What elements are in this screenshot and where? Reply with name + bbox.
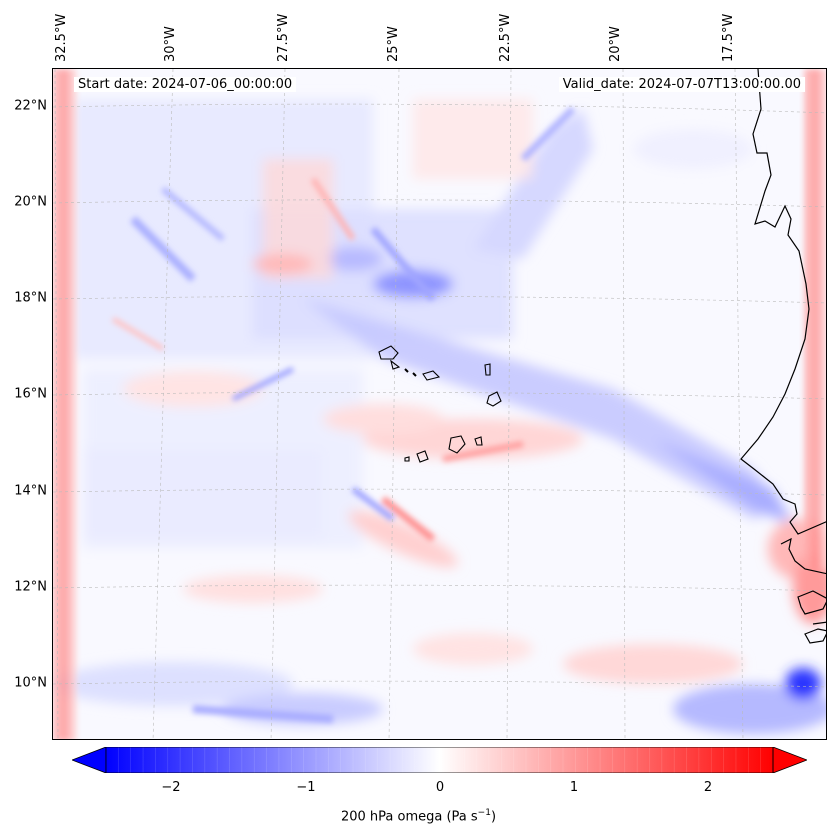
lon-label-20w: 20°W xyxy=(608,26,623,62)
right-edge-band xyxy=(804,69,826,569)
omega-field-map xyxy=(53,69,826,739)
colorbar-label-exponent: −1 xyxy=(477,808,491,818)
colorbar-tick-2: 2 xyxy=(703,780,713,795)
colorbar-min-extend xyxy=(72,747,107,773)
omega-field-patches xyxy=(53,99,826,734)
lon-label-32-5w: 32.5°W xyxy=(54,13,69,62)
lat-label-14n: 14°N xyxy=(14,483,47,499)
start-date-label: Start date: 2024-07-06_00:00:00 xyxy=(74,77,297,92)
colorbar-tick-neg1: −1 xyxy=(296,780,316,795)
colorbar-outline xyxy=(105,747,774,773)
cape-verde-islands xyxy=(378,345,502,463)
colorbar-tick-1: 1 xyxy=(569,780,579,795)
lat-label-10n: 10°N xyxy=(14,675,47,691)
lat-label-12n: 12°N xyxy=(14,579,47,595)
colorbar-level-bands xyxy=(118,747,761,773)
lon-label-17-5w: 17.5°W xyxy=(721,13,736,62)
omega-field-streaks xyxy=(111,106,576,723)
colorbar-label: 200 hPa omega (Pa s−1) xyxy=(0,808,837,824)
colorbar-max-extend xyxy=(772,747,807,773)
lat-label-18n: 18°N xyxy=(14,290,47,306)
lon-label-30w: 30°W xyxy=(163,26,178,62)
lon-label-22-5w: 22.5°W xyxy=(498,13,513,62)
lat-label-16n: 16°N xyxy=(14,386,47,402)
map-panel[interactable] xyxy=(52,68,827,740)
graticule xyxy=(53,69,826,739)
colorbar-label-close: ) xyxy=(490,809,497,825)
lat-label-20n: 20°N xyxy=(14,194,47,210)
lon-label-27-5w: 27.5°W xyxy=(276,13,291,62)
colorbar xyxy=(72,747,807,773)
colorbar-tick-0: 0 xyxy=(435,780,445,795)
left-edge-band xyxy=(53,69,77,739)
colorbar-tick-neg2: −2 xyxy=(161,780,181,795)
lat-label-22n: 22°N xyxy=(14,98,47,114)
valid-date-label: Valid_date: 2024-07-07T13:00:00.00 xyxy=(558,77,805,92)
colorbar-gradient xyxy=(106,747,773,773)
lon-label-25w: 25°W xyxy=(386,26,401,62)
colorbar-label-text: 200 hPa omega (Pa s xyxy=(340,809,478,825)
coastline xyxy=(740,69,826,644)
